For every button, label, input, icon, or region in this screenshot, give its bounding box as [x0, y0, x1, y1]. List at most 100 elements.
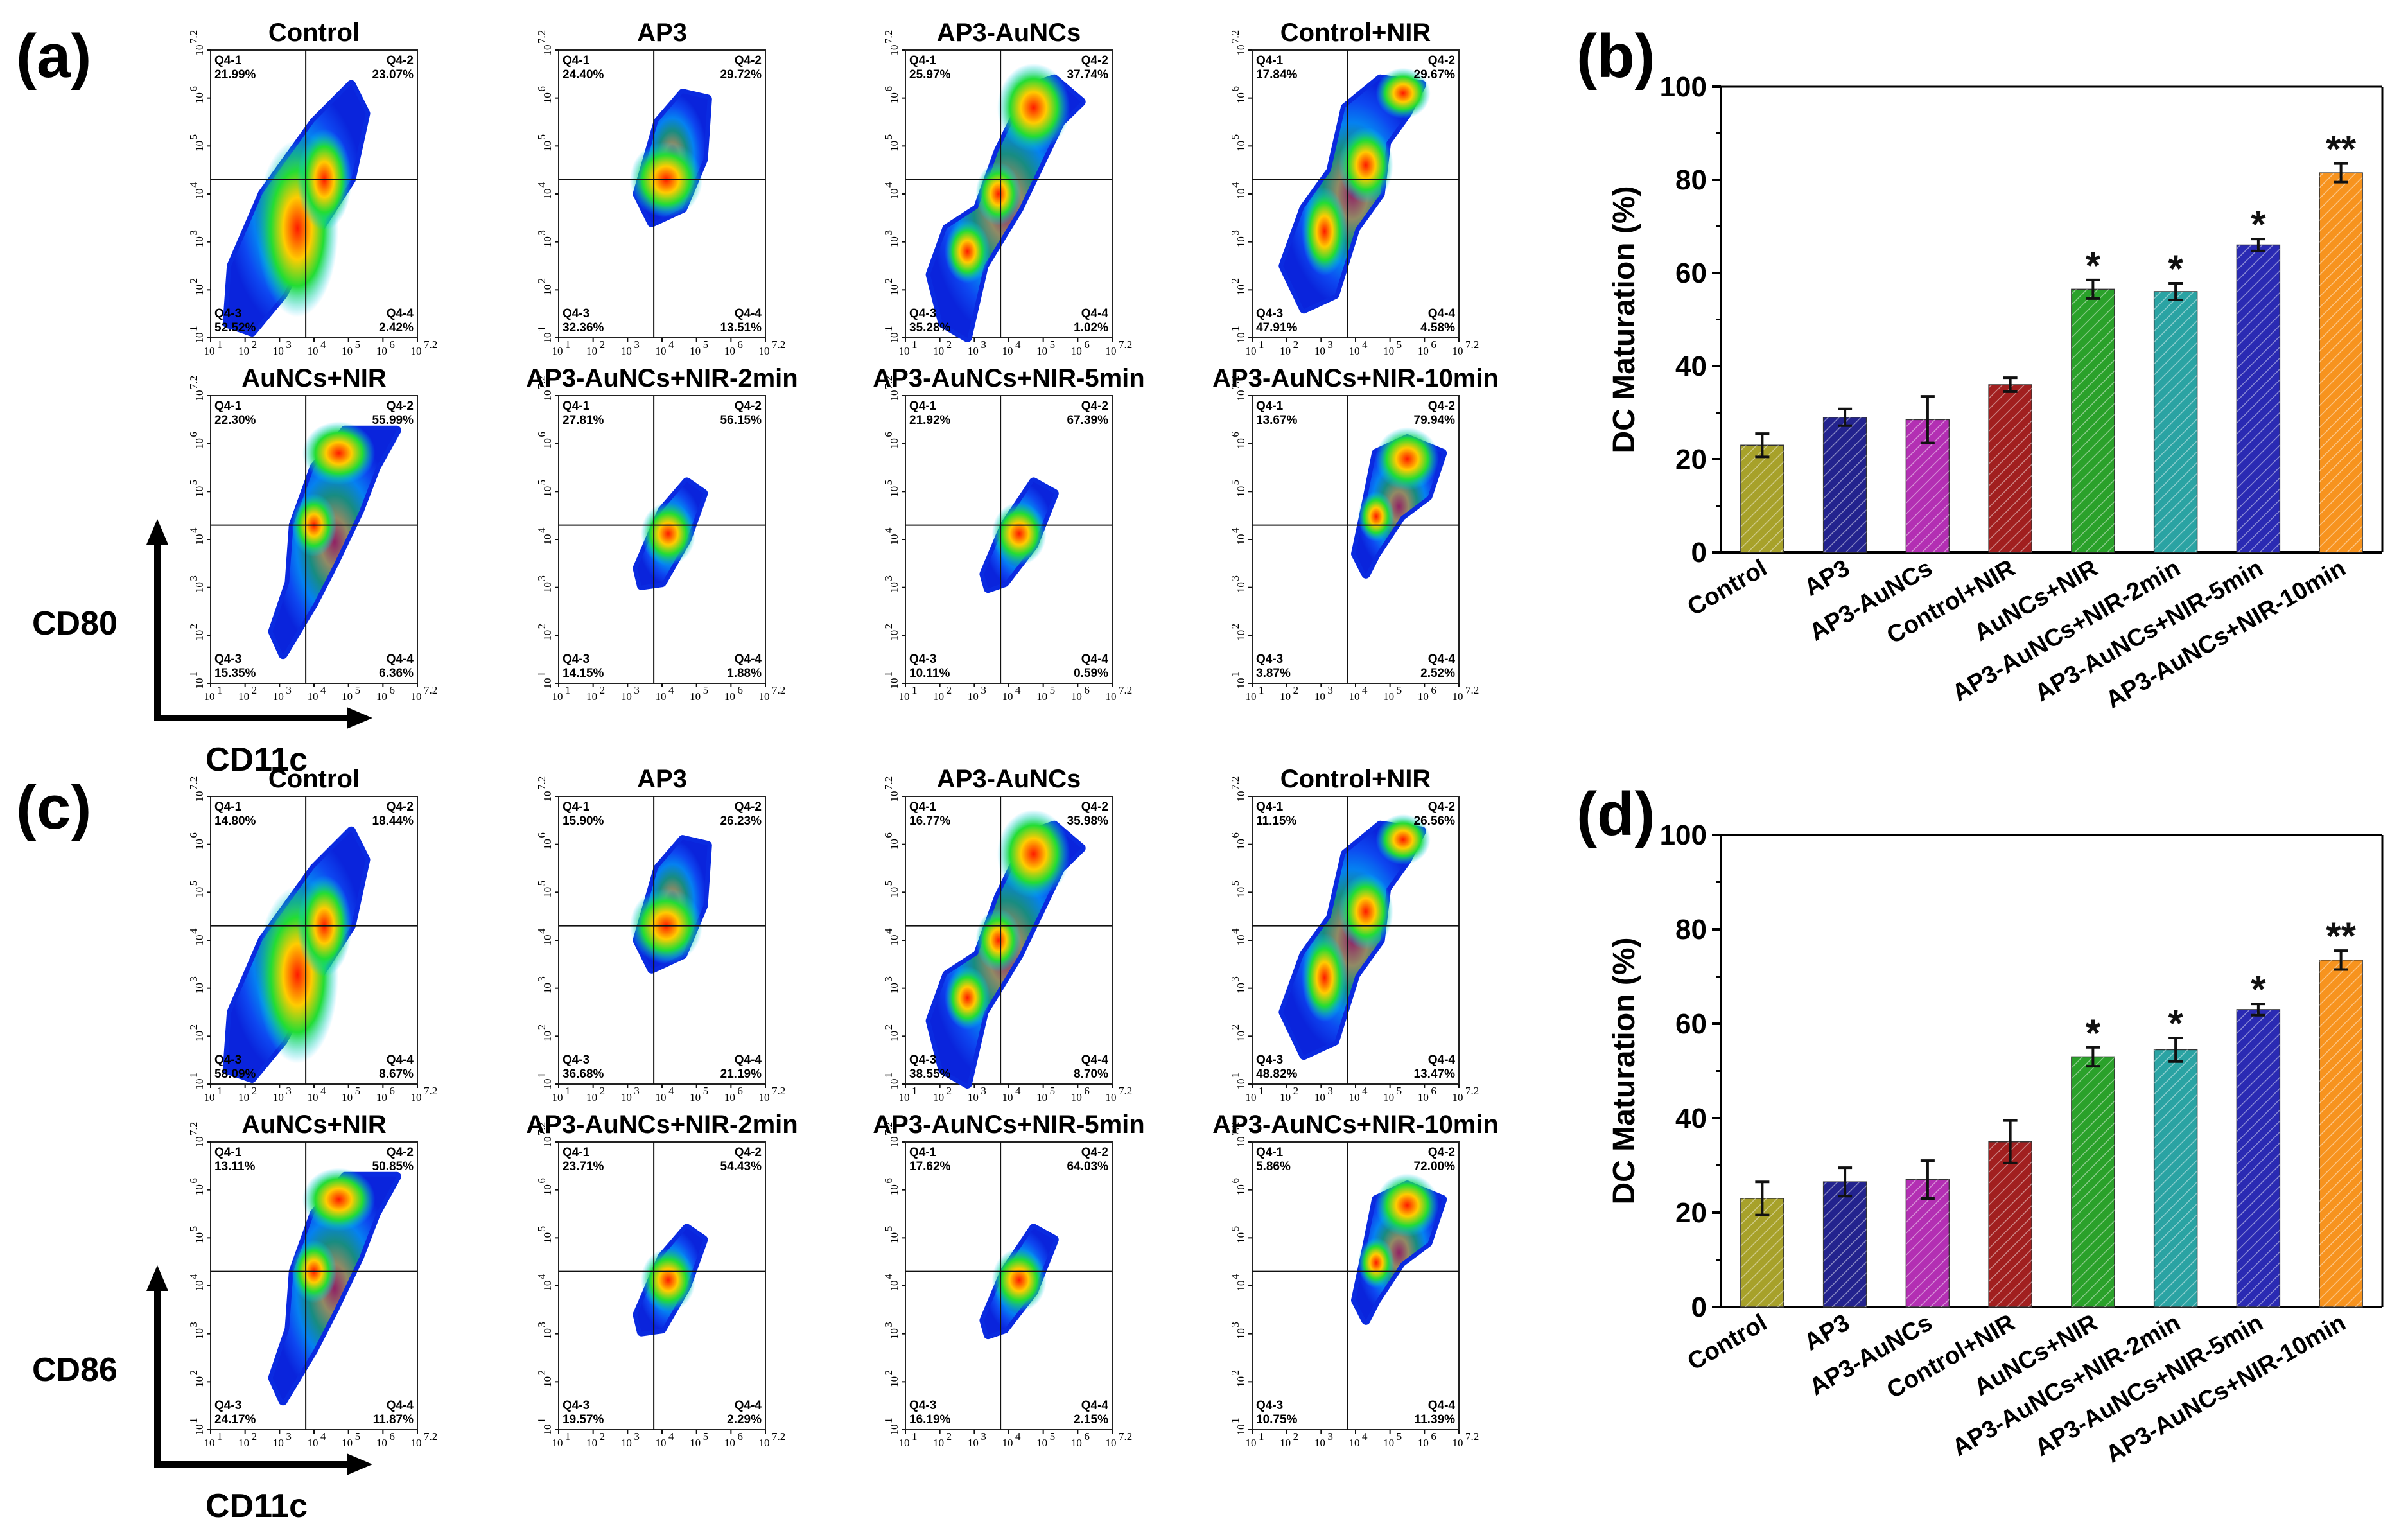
x-tick-exponent: 2 [947, 1430, 952, 1443]
density-hotspot [302, 421, 376, 485]
x-tick-exponent: 6 [389, 1085, 395, 1097]
quadrant-2-name: Q4-2 [1081, 54, 1108, 67]
x-tick-label: 10 [1418, 345, 1429, 357]
quadrant-3-name: Q4-3 [214, 1053, 241, 1067]
y-tick-label: 100 [1660, 820, 1707, 851]
y-tick: 106 [882, 1178, 900, 1195]
density-contour-mid [272, 430, 397, 655]
x-tick-label: 10 [204, 690, 215, 703]
y-tick-label: 10 [193, 285, 205, 295]
y-tick: 103 [1229, 1322, 1247, 1339]
y-tick-exponent: 4 [536, 1274, 548, 1279]
flow-panel-c: ControlQ4-114.80%Q4-218.44%Q4-358.09%Q4-… [188, 765, 1499, 1449]
y-tick: 102 [188, 278, 205, 295]
x-tick-label: 10 [376, 690, 387, 703]
y-tick-label: 10 [888, 935, 900, 946]
y-tick: 102 [1229, 1024, 1247, 1042]
quadrant-4-name: Q4-4 [1081, 1053, 1109, 1067]
quadrant-4-value: 21.19% [720, 1067, 762, 1081]
y-tick-label: 10 [888, 983, 900, 994]
y-tick: 105 [882, 134, 900, 152]
y-tick-label: 10 [1235, 1425, 1247, 1435]
y-tick-label: 10 [541, 141, 554, 152]
y-tick-label: 10 [888, 333, 900, 344]
bar-hatch [2071, 289, 2115, 552]
y-tick-exponent: 1 [536, 326, 548, 332]
x-tick-exponent: 3 [286, 338, 292, 351]
y-tick-exponent: 2 [188, 278, 200, 284]
quadrant-2-name: Q4-2 [1081, 800, 1108, 814]
x-tick-label: 10 [1036, 1091, 1047, 1103]
y-tick: 102 [882, 1024, 900, 1042]
quadrant-1-value: 13.67% [1256, 414, 1298, 427]
x-tick-exponent: 7.2 [1465, 1430, 1479, 1443]
x-tick-label: 10 [1002, 1437, 1013, 1449]
y-tick-exponent: 4 [188, 182, 200, 188]
x-tick-exponent: 5 [703, 1085, 709, 1097]
y-tick-exponent: 2 [188, 624, 200, 629]
y-tick: 102 [1229, 278, 1247, 295]
y-tick: 107.2 [882, 776, 900, 802]
y-tick-label: 10 [193, 983, 205, 994]
quadrant-2-name: Q4-2 [735, 800, 762, 814]
y-tick-label: 10 [193, 1425, 205, 1435]
y-tick-exponent: 5 [1229, 134, 1241, 140]
quadrant-4-value: 0.59% [1074, 667, 1108, 680]
x-tick-exponent: 7.2 [772, 338, 785, 351]
x-tick-label: 10 [342, 345, 353, 357]
x-tick-label: 10 [1280, 345, 1291, 357]
y-tick-exponent: 4 [188, 527, 200, 533]
y-tick-label: 10 [541, 390, 554, 401]
x-tick-exponent: 4 [320, 684, 326, 696]
y-tick-label: 10 [1235, 1376, 1247, 1387]
x-tick-exponent: 6 [737, 684, 743, 696]
y-tick-label: 10 [1235, 1328, 1247, 1339]
y-tick: 105 [882, 881, 900, 898]
plot-title: Control+NIR [1280, 765, 1431, 793]
y-tick: 104 [536, 527, 554, 545]
quadrant-1-name: Q4-1 [563, 54, 590, 67]
density-hotspot [641, 1248, 696, 1312]
quadrant-3-value: 36.68% [563, 1067, 604, 1081]
y-tick-exponent: 7.2 [188, 30, 200, 44]
y-tick: 105 [536, 134, 554, 152]
y-tick: 106 [1229, 1178, 1247, 1195]
y-tick: 106 [188, 432, 205, 449]
y-tick-exponent: 4 [882, 928, 894, 934]
y-tick-exponent: 3 [882, 575, 894, 581]
quadrant-1-name: Q4-1 [563, 800, 590, 814]
y-tick: 102 [188, 1024, 205, 1042]
x-tick-label: 10 [552, 345, 563, 357]
x-tick-label: 10 [376, 1091, 387, 1103]
x-tick-label: 10 [376, 1437, 387, 1449]
y-tick-exponent: 1 [536, 1073, 548, 1078]
x-tick-label: 10 [1453, 1091, 1463, 1103]
y-tick: 102 [1229, 1370, 1247, 1387]
quadrant-3-name: Q4-3 [1256, 1053, 1283, 1067]
bar-hatch [1823, 417, 1867, 552]
y-tick-exponent: 6 [536, 832, 548, 838]
x-tick-label: 10 [238, 1091, 249, 1103]
y-tick-label: 40 [1675, 351, 1707, 382]
y-tick: 107.2 [882, 30, 900, 56]
quadrant-2-value: 50.85% [372, 1160, 414, 1173]
y-tick-exponent: 1 [1229, 1073, 1241, 1078]
y-tick-label: 10 [541, 189, 554, 200]
x-tick-exponent: 5 [355, 338, 361, 351]
plot-title: Control+NIR [1280, 19, 1431, 47]
x-tick-exponent: 1 [217, 338, 223, 351]
x-tick-exponent: 1 [565, 684, 571, 696]
x-tick-label: 10 [1418, 1091, 1429, 1103]
x-tick-exponent: 7.2 [424, 684, 437, 696]
y-tick: 103 [536, 1322, 554, 1339]
y-tick-exponent: 3 [1229, 976, 1241, 982]
y-tick-exponent: 3 [1229, 575, 1241, 581]
plot-title: Control [268, 19, 360, 47]
y-tick-exponent: 3 [536, 976, 548, 982]
quadrant-2-name: Q4-2 [735, 1146, 762, 1159]
density-hotspot [997, 63, 1070, 152]
density-hotspot [1302, 933, 1348, 1022]
y-tick-label: 60 [1675, 1008, 1707, 1040]
density-hotspot [1338, 127, 1393, 204]
